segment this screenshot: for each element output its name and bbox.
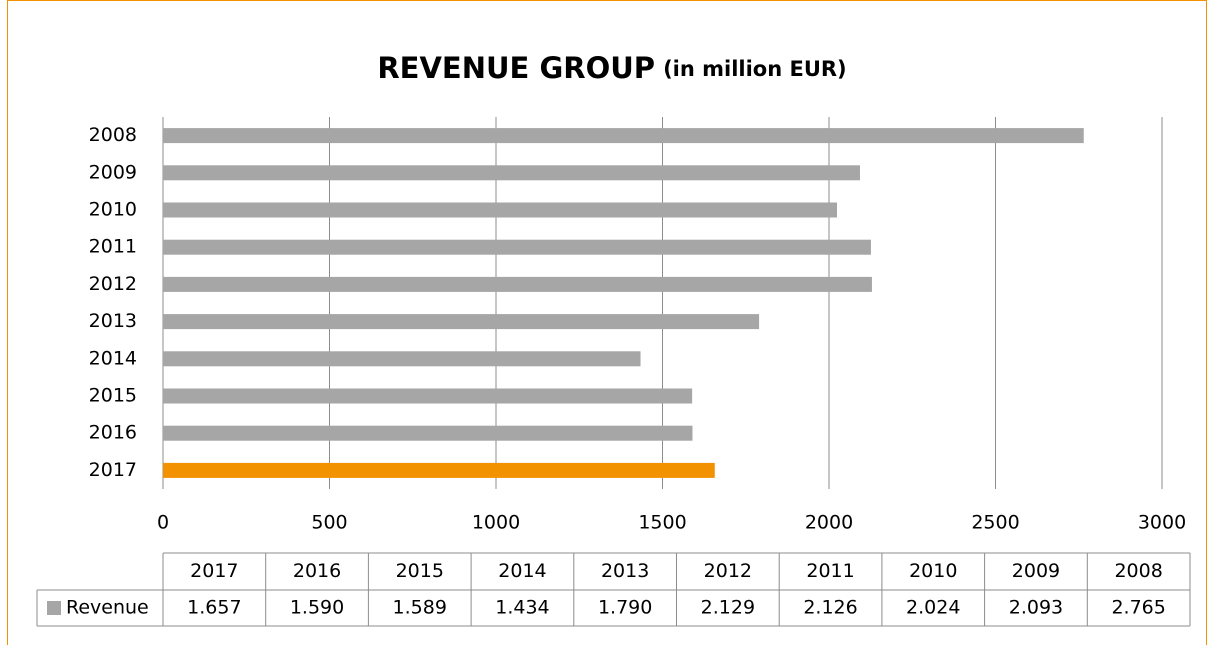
bar	[163, 128, 1084, 144]
bar	[163, 165, 860, 181]
bar	[163, 351, 641, 367]
y-tick-label: 2016	[89, 422, 137, 444]
legend-label: Revenue	[66, 597, 149, 619]
legend-swatch	[47, 601, 61, 615]
table-value: 2.093	[1009, 597, 1063, 619]
bar	[163, 425, 693, 441]
table-header: 2008	[1114, 560, 1162, 582]
table-header: 2015	[396, 560, 444, 582]
x-tick-label: 0	[157, 512, 169, 534]
table-value: 2.129	[701, 597, 755, 619]
chart-subtitle: (in million EUR)	[663, 57, 847, 81]
table-value: 2.126	[803, 597, 857, 619]
table-value: 1.590	[290, 597, 344, 619]
table-value: 1.434	[495, 597, 549, 619]
table-header: 2016	[293, 560, 341, 582]
bar	[163, 462, 715, 478]
x-tick-label: 1000	[472, 512, 520, 534]
y-tick-label: 2008	[89, 124, 137, 146]
x-tick-label: 2500	[971, 512, 1019, 534]
table-header: 2010	[909, 560, 957, 582]
table-value: 2.024	[906, 597, 960, 619]
y-tick-label: 2014	[89, 347, 137, 369]
table-value: 1.657	[187, 597, 241, 619]
table-value: 1.790	[598, 597, 652, 619]
y-tick-label: 2017	[89, 459, 137, 481]
bar	[163, 239, 871, 255]
y-tick-label: 2015	[89, 385, 137, 407]
table-header: 2009	[1012, 560, 1060, 582]
y-tick-label: 2012	[89, 273, 137, 295]
table-value: 1.589	[393, 597, 447, 619]
table-value: 2.765	[1111, 597, 1165, 619]
bar	[163, 202, 837, 218]
y-tick-label: 2010	[89, 199, 137, 221]
x-tick-label: 1500	[638, 512, 686, 534]
table-header: 2012	[704, 560, 752, 582]
x-tick-label: 500	[311, 512, 347, 534]
chart-title: REVENUE GROUP	[377, 51, 655, 85]
bar	[163, 314, 760, 330]
y-tick-label: 2013	[89, 310, 137, 332]
bar	[163, 388, 693, 404]
table-header: 2013	[601, 560, 649, 582]
table-header: 2014	[498, 560, 546, 582]
x-tick-label: 3000	[1138, 512, 1186, 534]
bar	[163, 276, 872, 292]
table-header: 2011	[806, 560, 854, 582]
x-tick-label: 2000	[805, 512, 853, 534]
table-header: 2017	[190, 560, 238, 582]
y-tick-label: 2011	[89, 236, 137, 258]
chart-title-group: REVENUE GROUP (in million EUR)	[377, 51, 846, 85]
y-tick-label: 2009	[89, 161, 137, 183]
